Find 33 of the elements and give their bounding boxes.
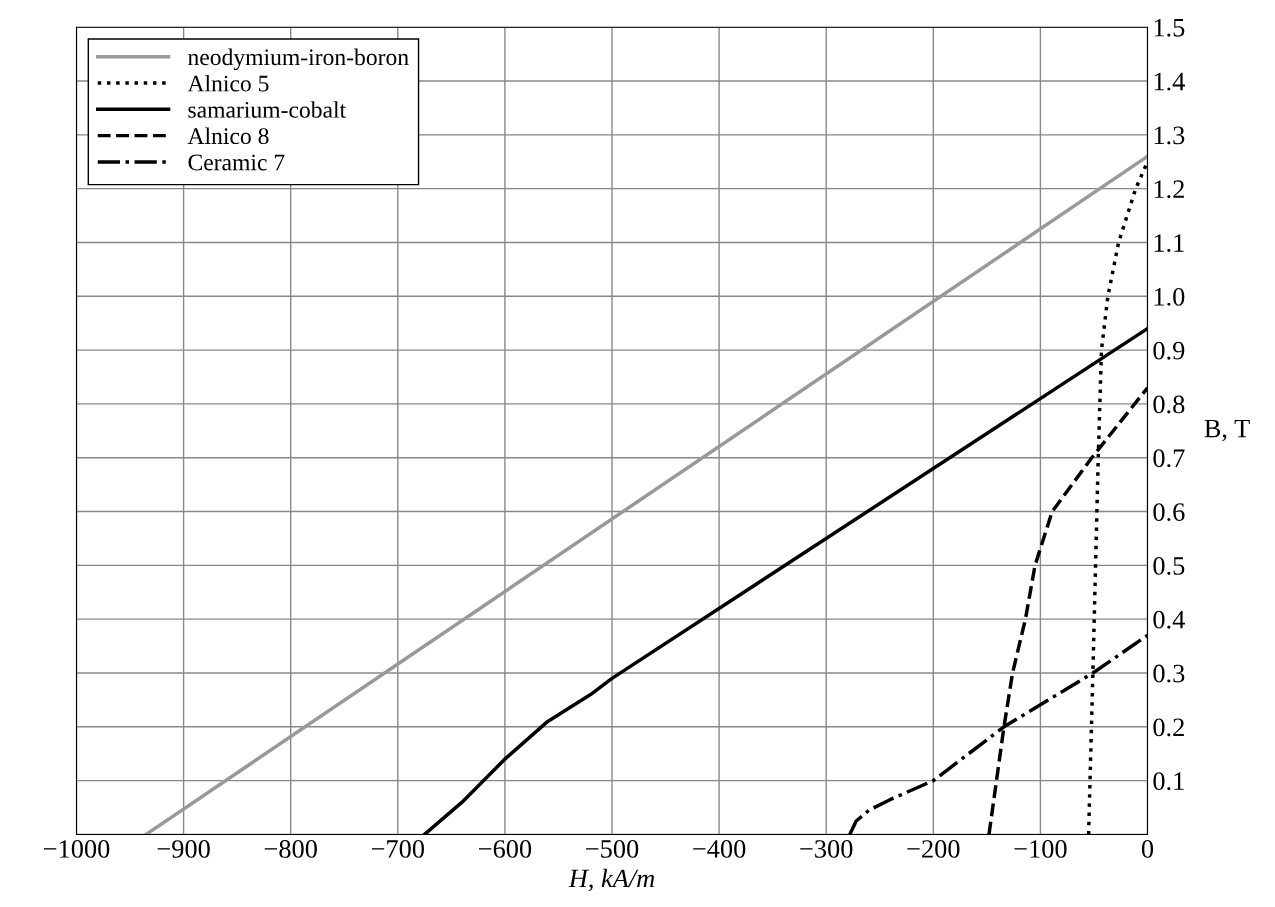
x-axis-title: H, kA/m — [568, 868, 655, 892]
y-tick-label: 1.2 — [1154, 180, 1184, 199]
y-tick-label: 0.5 — [1153, 556, 1185, 575]
y-tick-label: 1.4 — [1154, 72, 1185, 91]
y-tick-label: 0.2 — [1153, 718, 1184, 737]
x-tick-label: 0 — [1141, 840, 1154, 858]
y-tick-label: 1.3 — [1154, 126, 1185, 145]
y-tick-label: 0.9 — [1153, 341, 1185, 360]
x-tick-label: −100 — [1014, 840, 1067, 858]
x-tick-label: −700 — [371, 840, 425, 858]
y-tick-label: 0.4 — [1153, 610, 1185, 629]
y-tick-label: 0.6 — [1153, 503, 1185, 522]
y-tick-label: 0.8 — [1153, 395, 1185, 414]
legend-label: samarium-cobalt — [188, 101, 346, 118]
x-tick-label: −800 — [264, 840, 317, 858]
y-axis-title: B, T — [1204, 419, 1250, 442]
x-tick-label: −1000 — [43, 840, 110, 858]
x-tick-label: −400 — [693, 840, 746, 858]
y-tick-label: 0.7 — [1153, 449, 1185, 468]
x-tick-label: −200 — [907, 840, 960, 858]
legend-label: Alnico 8 — [187, 127, 269, 145]
legend-label: neodymium-iron-boron — [188, 48, 409, 71]
y-tick-label: 0.3 — [1153, 664, 1185, 683]
x-tick-label: −900 — [157, 840, 210, 858]
x-tick-label: −500 — [586, 840, 639, 858]
x-tick-label: −300 — [800, 840, 853, 858]
legend-label: Ceramic 7 — [188, 154, 285, 171]
y-tick-label: 1.0 — [1154, 287, 1185, 306]
y-tick-label: 1.1 — [1154, 234, 1184, 252]
x-tick-label: −600 — [478, 840, 532, 858]
y-tick-label: 0.1 — [1153, 772, 1184, 791]
legend-label: Alnico 5 — [187, 74, 269, 92]
y-tick-label: 1.5 — [1154, 18, 1185, 37]
